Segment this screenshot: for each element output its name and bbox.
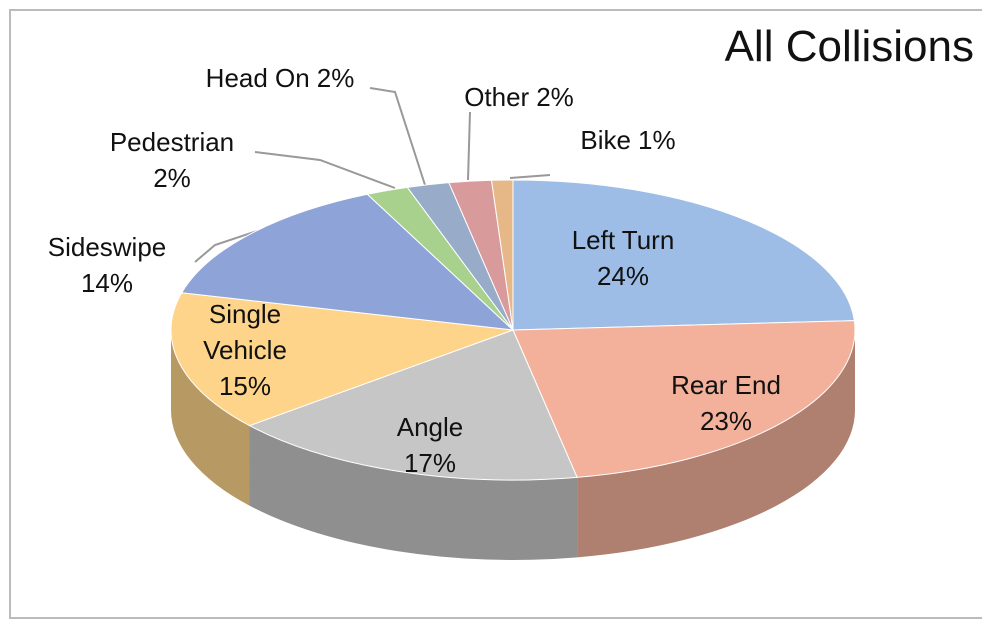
slice-side: [249, 425, 578, 560]
label-category: Pedestrian: [109, 127, 235, 157]
label-category: Angle: [396, 412, 464, 442]
slice: [512, 179, 855, 331]
label-value: 14%: [80, 268, 134, 298]
label-value: 23%: [699, 406, 753, 436]
data-label: Pedestrian 2%: [87, 124, 257, 196]
slice: [248, 329, 578, 481]
slice: [490, 179, 514, 331]
slice: [180, 193, 515, 331]
data-label: Left Turn 24%: [553, 222, 693, 294]
label-category: Sideswipe: [47, 232, 167, 262]
label-category: Head On: [205, 63, 310, 93]
slice-side: [171, 330, 250, 506]
label-value: 17%: [403, 448, 457, 478]
leader-line: [467, 111, 471, 181]
data-label: Angle 17%: [360, 409, 500, 481]
slice: [170, 292, 514, 427]
data-label: Rear End 23%: [656, 367, 796, 439]
chart-title: All Collisions: [724, 22, 974, 71]
label-category: Rear End: [671, 370, 781, 400]
slice: [512, 320, 856, 478]
leader-line: [509, 174, 551, 179]
label-category: Left Turn: [571, 225, 675, 255]
label-category: Other: [464, 82, 530, 112]
label-value: 24%: [596, 261, 650, 291]
data-label: Sideswipe 14%: [27, 229, 187, 301]
data-label: Other 2%: [419, 79, 619, 115]
label-category: Bike: [580, 125, 631, 155]
label-value: 2%: [153, 163, 191, 193]
data-label: Bike 1%: [538, 122, 718, 158]
label-value: 2%: [316, 63, 355, 93]
label-category: Single Vehicle: [203, 299, 287, 365]
data-label: Head On 2%: [160, 60, 400, 96]
leader-line: [369, 87, 426, 186]
leader-line: [254, 151, 396, 189]
data-label: Single Vehicle 15%: [180, 296, 310, 404]
label-value: 1%: [638, 125, 676, 155]
label-value: 2%: [536, 82, 574, 112]
label-value: 15%: [218, 371, 272, 401]
slice-side: [577, 330, 855, 558]
leader-lines: [194, 87, 551, 263]
